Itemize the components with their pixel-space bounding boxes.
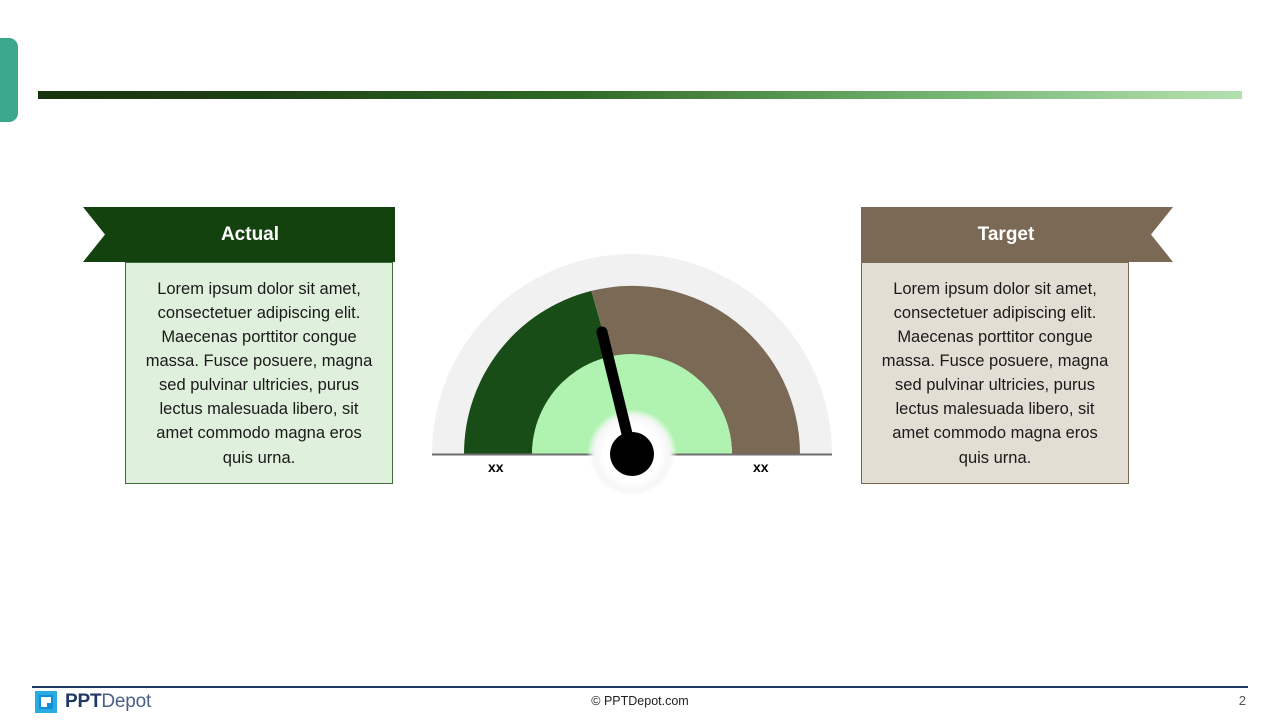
actual-panel: Actual Lorem ipsum dolor sit amet, conse… [83, 207, 395, 484]
actual-banner[interactable]: Actual [83, 207, 395, 262]
copyright-text: © PPTDepot.com [591, 694, 689, 708]
target-body-text: Lorem ipsum dolor sit amet, consectetuer… [881, 280, 1109, 467]
gauge-inner-range [532, 354, 732, 454]
target-banner[interactable]: Target [861, 207, 1173, 262]
page-number: 2 [1238, 693, 1246, 708]
header-gradient-rule [38, 91, 1242, 99]
pptdepot-logo-icon [35, 691, 57, 713]
gauge-svg [432, 254, 832, 495]
gauge-chart: xx xx [420, 245, 844, 495]
target-body-box: Lorem ipsum dolor sit amet, consectetuer… [861, 262, 1129, 484]
footer-divider [32, 686, 1248, 688]
gauge-actual-segment [463, 290, 611, 454]
slide-footer: PPT Depot © PPTDepot.com 2 [0, 688, 1280, 720]
target-panel: Target Lorem ipsum dolor sit amet, conse… [861, 207, 1173, 484]
brand-name-bold: PPT [65, 691, 102, 712]
gauge-hub[interactable] [610, 432, 654, 476]
slide-accent-bar [0, 38, 18, 122]
actual-body-text: Lorem ipsum dolor sit amet, consectetuer… [145, 280, 373, 467]
brand-name-light: Depot [101, 691, 152, 712]
gauge-tick-label-right: xx [753, 459, 769, 475]
gauge-target-segment [591, 285, 800, 454]
gauge-tick-label-left: xx [488, 459, 504, 475]
actual-body-box: Lorem ipsum dolor sit amet, consectetuer… [125, 262, 393, 484]
actual-title: Actual [220, 223, 280, 245]
brand-logo[interactable]: PPT Depot [34, 690, 151, 714]
target-title: Target [977, 223, 1035, 245]
gauge-outer-track [432, 254, 832, 454]
